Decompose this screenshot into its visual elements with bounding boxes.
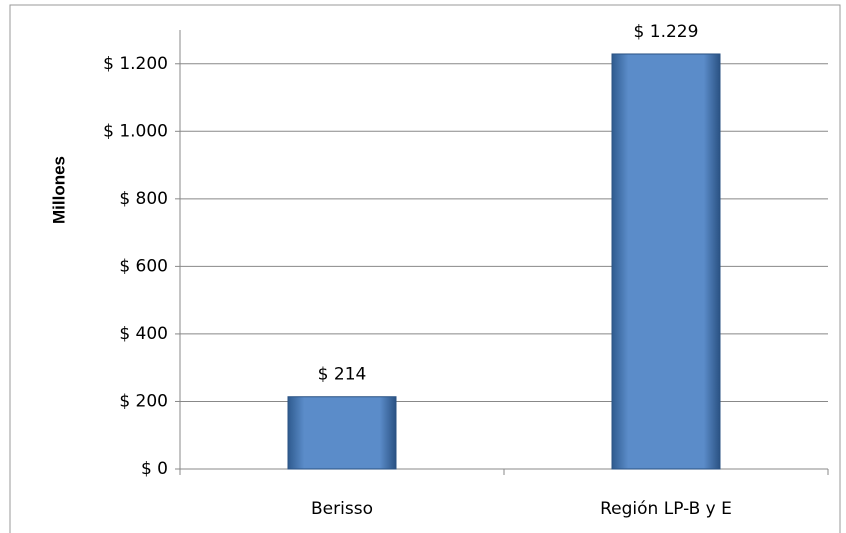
chart-frame	[9, 4, 841, 533]
y-tick-label: $ 800	[119, 189, 168, 209]
bar	[287, 396, 397, 470]
y-tick-label: $ 200	[119, 391, 168, 411]
x-tick-label: Región LP-B y E	[600, 499, 732, 519]
bar	[611, 53, 721, 470]
y-tick-label: $ 1.200	[103, 54, 168, 74]
x-tick-label: Berisso	[311, 499, 373, 519]
y-tick-label: $ 400	[119, 324, 168, 344]
y-tick-label: $ 600	[119, 256, 168, 276]
value-label: $ 214	[318, 365, 367, 385]
value-label: $ 1.229	[634, 22, 699, 42]
y-axis-label: Millones	[49, 156, 68, 224]
y-tick-label: $ 0	[141, 459, 168, 479]
y-tick-label: $ 1.000	[103, 121, 168, 141]
